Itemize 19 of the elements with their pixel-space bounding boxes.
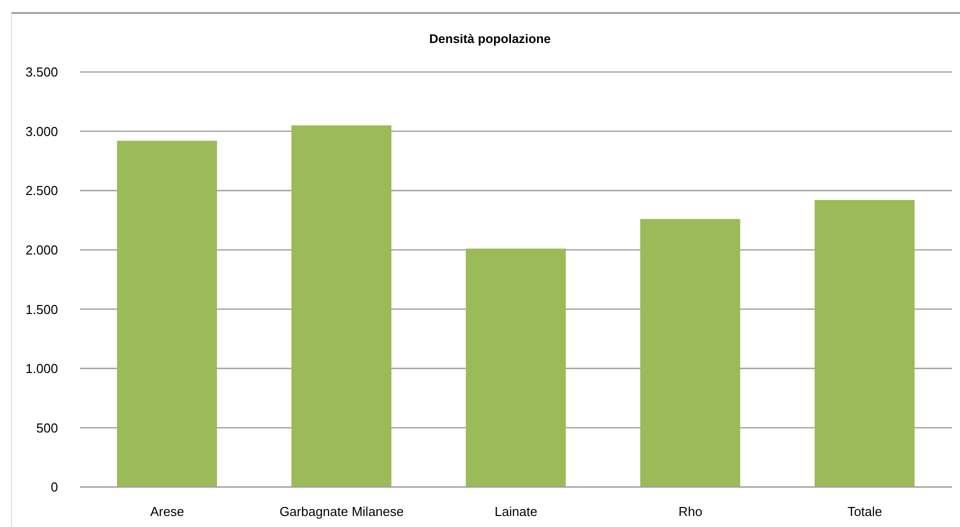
y-tick-label: 3.500 — [25, 64, 58, 80]
x-tick-label: Garbagnate Milanese — [279, 504, 404, 520]
y-tick-label: 1.500 — [25, 302, 58, 317]
bar — [814, 200, 915, 487]
bar — [466, 248, 566, 487]
x-tick-label: Rho — [678, 504, 702, 520]
y-tick-label: 2.500 — [25, 183, 58, 198]
bar — [117, 140, 217, 487]
x-tick-label: Lainate — [494, 504, 538, 520]
x-tick-label: Totale — [847, 504, 882, 520]
x-tick-label: Arese — [150, 504, 184, 520]
chart-title: Densità popolazione — [428, 32, 552, 46]
bar — [291, 125, 392, 487]
y-tick-label: 3.000 — [25, 124, 58, 139]
y-tick-label: 500 — [36, 420, 58, 436]
y-tick-label: 2.000 — [25, 242, 58, 258]
y-tick-label: 0 — [50, 480, 58, 495]
y-tick-label: 1.000 — [25, 361, 58, 376]
bar — [640, 219, 740, 487]
